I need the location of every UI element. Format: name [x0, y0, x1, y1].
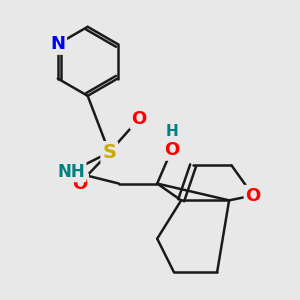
Text: O: O	[72, 175, 87, 193]
Text: O: O	[164, 141, 179, 159]
Text: S: S	[102, 143, 116, 162]
Text: N: N	[50, 35, 65, 53]
Text: NH: NH	[57, 163, 85, 181]
Text: O: O	[131, 110, 147, 128]
Text: O: O	[245, 187, 261, 205]
Text: H: H	[165, 124, 178, 139]
